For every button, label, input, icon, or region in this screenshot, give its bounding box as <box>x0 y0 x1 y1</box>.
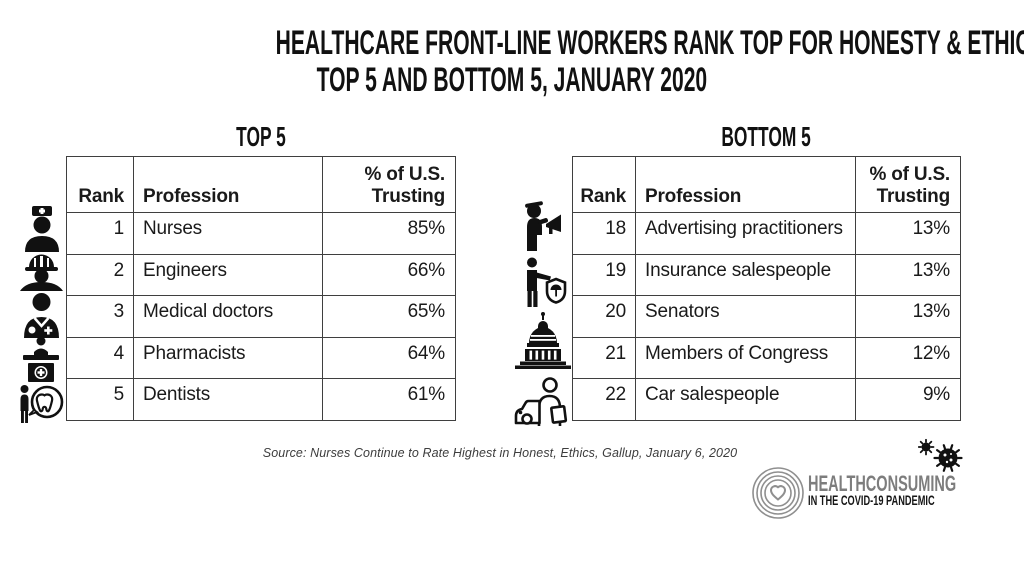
pct-cell: 65% <box>322 295 456 338</box>
doctor-icon <box>24 293 59 338</box>
pct-cell: 12% <box>855 336 961 379</box>
profession-cell: Engineers <box>133 253 323 296</box>
rank-cell: 5 <box>66 378 134 421</box>
pct-header-line2: Trusting <box>876 186 951 207</box>
rank-cell: 4 <box>66 336 134 379</box>
rank-cell: 21 <box>572 336 636 379</box>
logo-tagline: IN THE COVID-19 PANDEMIC <box>808 492 935 508</box>
table-row: 1 Nurses 85% <box>66 212 456 255</box>
capitol-icon <box>515 312 571 369</box>
source-citation: Source: Nurses Continue to Rate Highest … <box>262 446 738 460</box>
pharmacist-icon <box>23 336 59 382</box>
table-row: 3 Medical doctors 65% <box>66 295 456 338</box>
page-title: HEALTHCARE FRONT-LINE WORKERS RANK TOP F… <box>0 25 1024 99</box>
dentist-tooth-icon <box>20 385 64 423</box>
heart-rings-logo-icon <box>752 467 804 519</box>
pct-cell: 13% <box>855 295 961 338</box>
rank-cell: 20 <box>572 295 636 338</box>
table-row: 19 Insurance salespeople 13% <box>572 253 961 296</box>
pct-column-header: % of U.S. Trusting <box>855 156 961 213</box>
table-row: 21 Members of Congress 12% <box>572 336 961 379</box>
pct-cell: 64% <box>322 336 456 379</box>
profession-cell: Nurses <box>133 212 323 255</box>
rank-column-header: Rank <box>66 156 134 213</box>
table-row: 22 Car salespeople 9% <box>572 378 961 421</box>
profession-cell: Car salespeople <box>635 378 856 421</box>
coronavirus-icon <box>918 438 963 472</box>
rank-cell: 22 <box>572 378 636 421</box>
rank-cell: 1 <box>66 212 134 255</box>
table-row: 18 Advertising practitioners 13% <box>572 212 961 255</box>
pct-cell: 61% <box>322 378 456 421</box>
table-row: 5 Dentists 61% <box>66 378 456 421</box>
pct-cell: 13% <box>855 212 961 255</box>
pct-cell: 9% <box>855 378 961 421</box>
advertising-megaphone-icon <box>525 201 561 251</box>
profession-cell: Insurance salespeople <box>635 253 856 296</box>
table-header-row: Rank Profession % of U.S. Trusting <box>66 156 456 213</box>
pct-header-line1: % of U.S. <box>364 164 445 185</box>
pct-column-header: % of U.S. Trusting <box>322 156 456 213</box>
pct-cell: 85% <box>322 212 456 255</box>
top5-heading: TOP 5 <box>235 121 286 152</box>
title-line-2: TOP 5 AND BOTTOM 5, JANUARY 2020 <box>316 61 708 99</box>
pct-cell: 66% <box>322 253 456 296</box>
profession-cell: Senators <box>635 295 856 338</box>
rank-column-header: Rank <box>572 156 636 213</box>
table-header-row: Rank Profession % of U.S. Trusting <box>572 156 961 213</box>
pct-header-line2: Trusting <box>371 186 446 207</box>
title-line-1: HEALTHCARE FRONT-LINE WORKERS RANK TOP F… <box>275 24 1024 62</box>
profession-cell: Advertising practitioners <box>635 212 856 255</box>
pct-cell: 13% <box>855 253 961 296</box>
table-row: 4 Pharmacists 64% <box>66 336 456 379</box>
bottom5-table: Rank Profession % of U.S. Trusting 18 Ad… <box>572 156 961 421</box>
logo-name: HEALTHCONSUMING <box>808 471 957 496</box>
profession-cell: Dentists <box>133 378 323 421</box>
nurse-icon <box>25 206 59 252</box>
table-row: 20 Senators 13% <box>572 295 961 338</box>
rank-cell: 19 <box>572 253 636 296</box>
rank-cell: 18 <box>572 212 636 255</box>
healthconsuming-logo: HEALTHCONSUMING IN THE COVID-19 PANDEMIC <box>751 465 991 525</box>
pct-header-line1: % of U.S. <box>869 164 950 185</box>
car-salesperson-icon <box>514 377 568 426</box>
profession-cell: Members of Congress <box>635 336 856 379</box>
table-row: 2 Engineers 66% <box>66 253 456 296</box>
rank-cell: 3 <box>66 295 134 338</box>
profession-cell: Medical doctors <box>133 295 323 338</box>
bottom5-heading: BOTTOM 5 <box>721 121 811 152</box>
insurance-shield-icon <box>527 257 567 307</box>
profession-column-header: Profession <box>635 156 856 213</box>
engineer-icon <box>20 254 63 291</box>
profession-column-header: Profession <box>133 156 323 213</box>
profession-cell: Pharmacists <box>133 336 323 379</box>
rank-cell: 2 <box>66 253 134 296</box>
top5-table: Rank Profession % of U.S. Trusting 1 Nur… <box>66 156 456 421</box>
